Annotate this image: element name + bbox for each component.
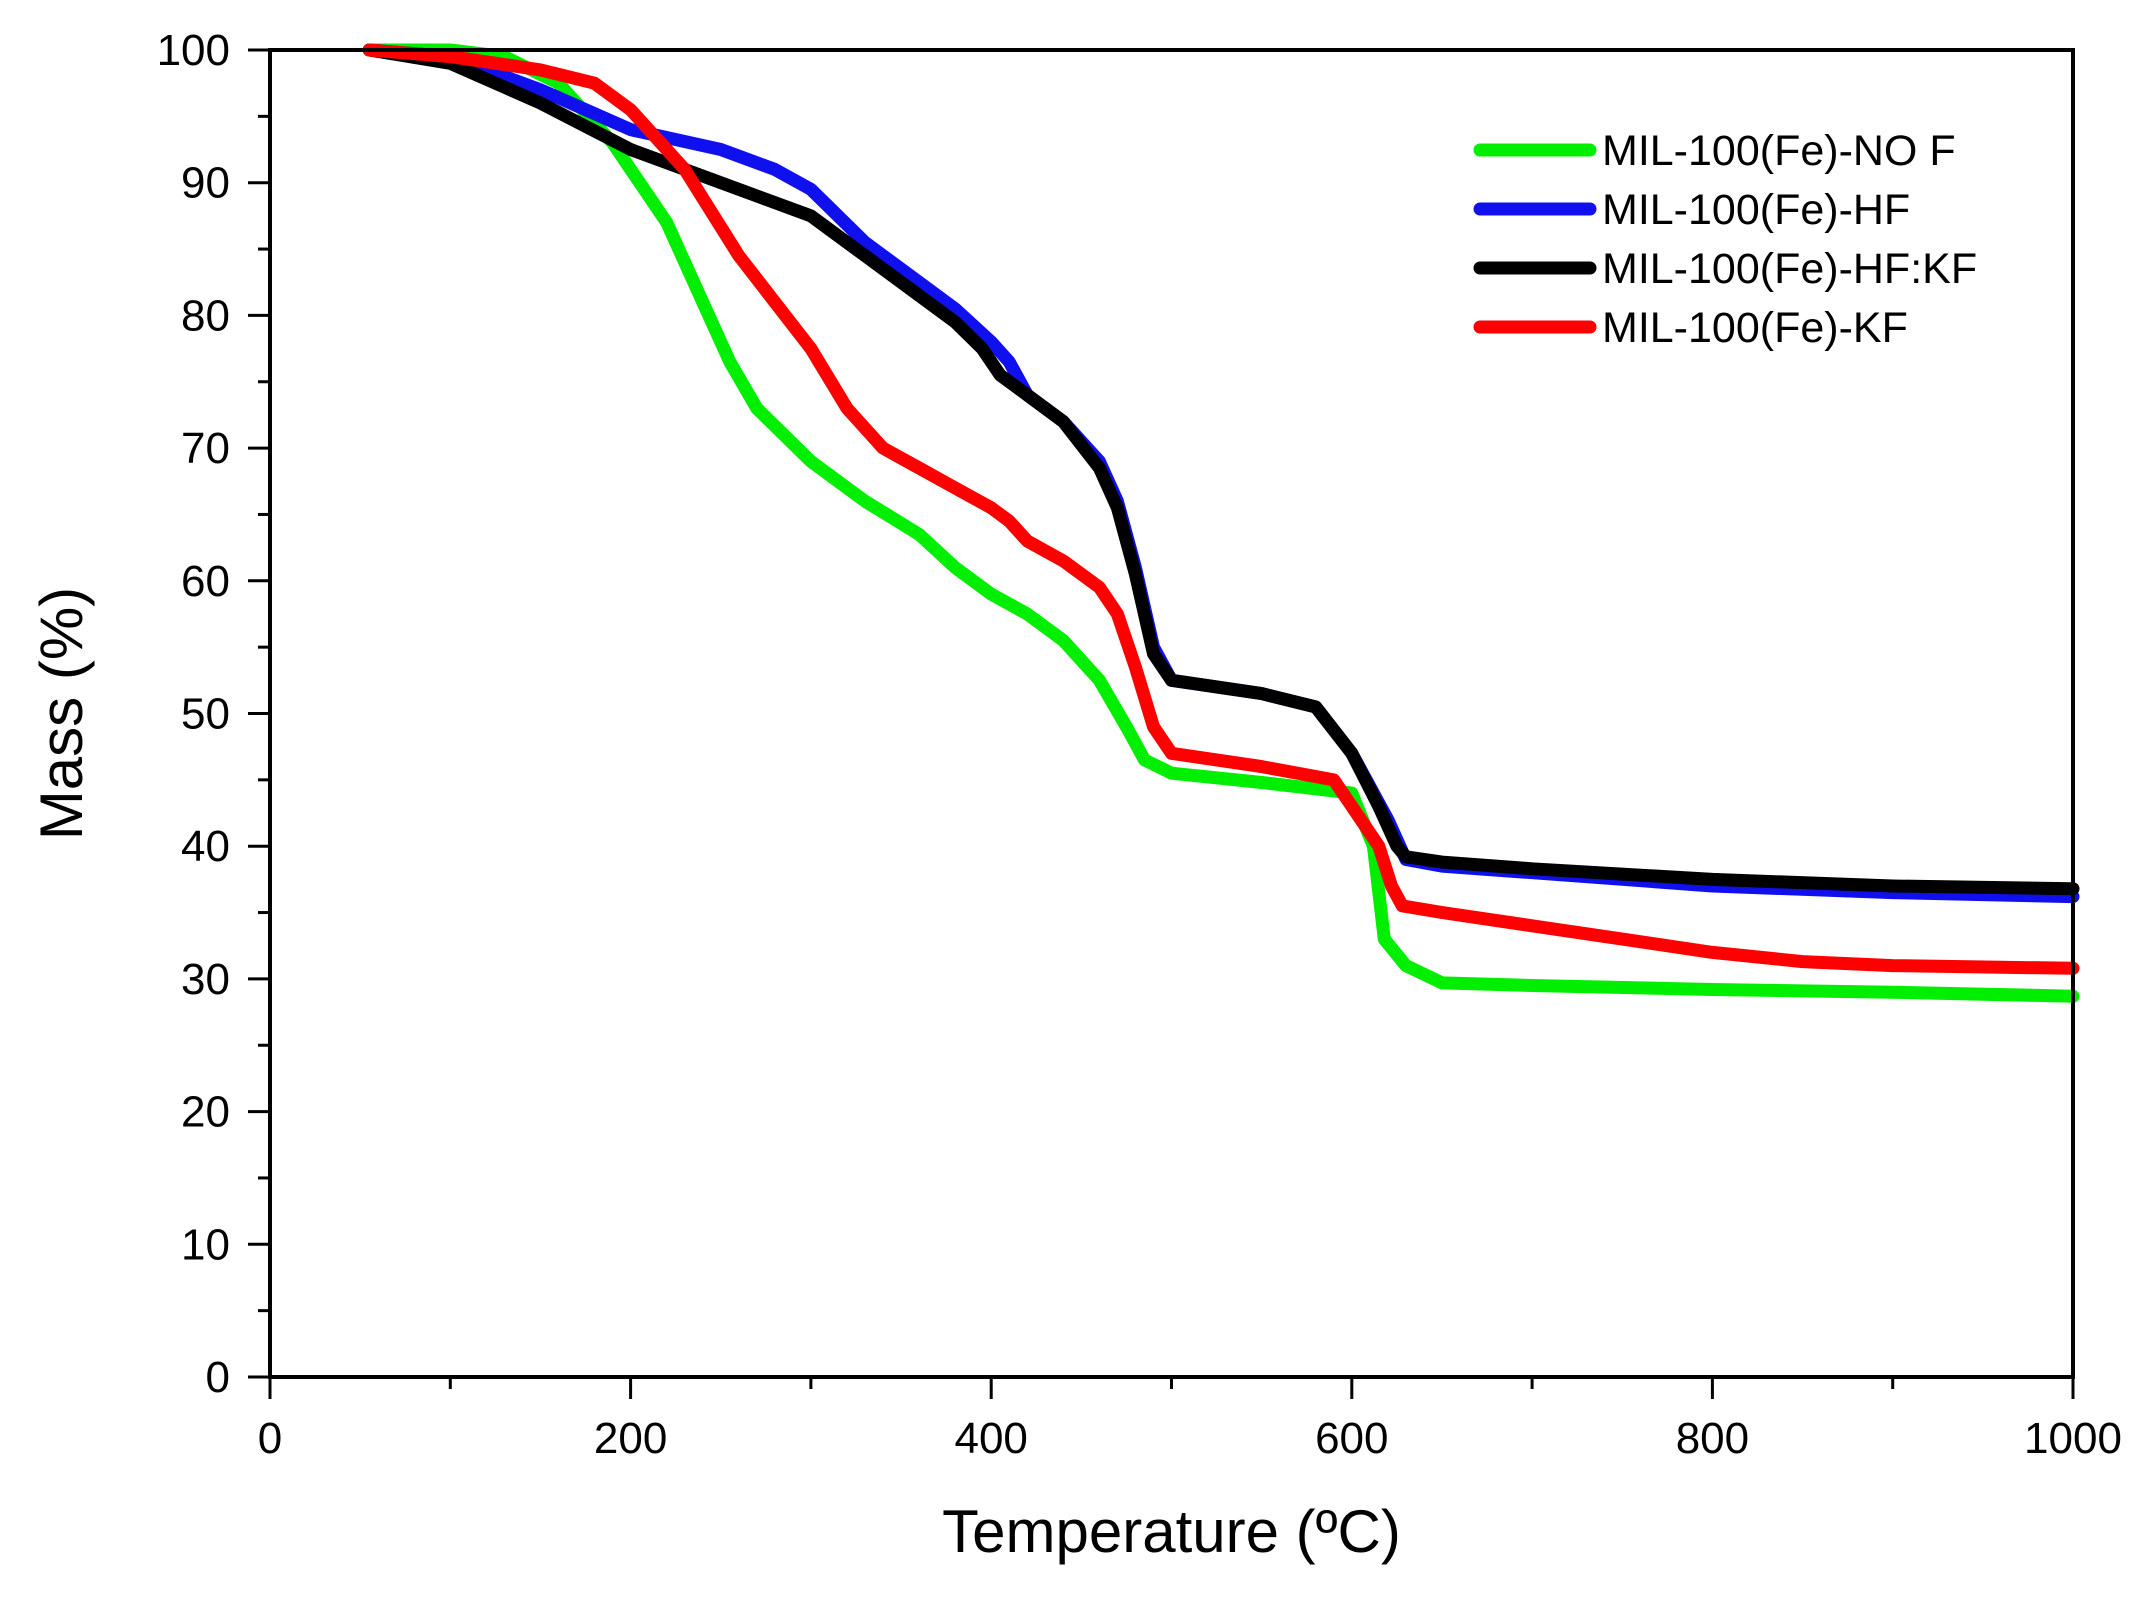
y-tick-label: 70	[181, 424, 230, 473]
x-tick-label: 600	[1315, 1414, 1388, 1463]
y-tick-label: 100	[157, 26, 230, 75]
x-axis-title: Temperature (ºC)	[942, 1498, 1401, 1565]
legend: MIL-100(Fe)-NO F MIL-100(Fe)-HF MIL-100(Fe…	[1473, 127, 1977, 352]
x-tick-label: 400	[954, 1414, 1027, 1463]
y-tick-label: 20	[181, 1088, 230, 1137]
series-line-1	[362, 43, 2080, 1003]
y-tick-label: 90	[181, 159, 230, 208]
x-tick-label: 1000	[2024, 1414, 2122, 1463]
y-tick-label: 0	[206, 1353, 230, 1402]
y-axis-title: Mass (%)	[28, 587, 95, 840]
legend-label: MIL-100(Fe)-NO F	[1602, 127, 1956, 175]
y-tick-label: 10	[181, 1220, 230, 1269]
plot-frame	[268, 48, 2075, 1379]
legend-label: MIL-100(Fe)-HF:KF	[1602, 245, 1977, 293]
legend-label: MIL-100(Fe)-KF	[1602, 304, 1908, 352]
x-tick-label: 0	[258, 1414, 282, 1463]
x-tick-label: 200	[594, 1414, 667, 1463]
y-tick-label: 60	[181, 557, 230, 606]
y-tick-label: 50	[181, 690, 230, 739]
series-line-4	[362, 43, 2080, 975]
series-lines	[362, 43, 2080, 1003]
y-tick-label: 40	[181, 822, 230, 871]
y-tick-label: 30	[181, 955, 230, 1004]
y-tick-label: 80	[181, 291, 230, 340]
x-tick-label: 800	[1676, 1414, 1749, 1463]
tick-labels: 0 200 400 600 800 1000 0 10 20 30 40 50 60 70 80 90 100	[157, 26, 2122, 1463]
legend-label: MIL-100(Fe)-HF	[1602, 186, 1910, 234]
series-line-3	[362, 43, 2080, 896]
